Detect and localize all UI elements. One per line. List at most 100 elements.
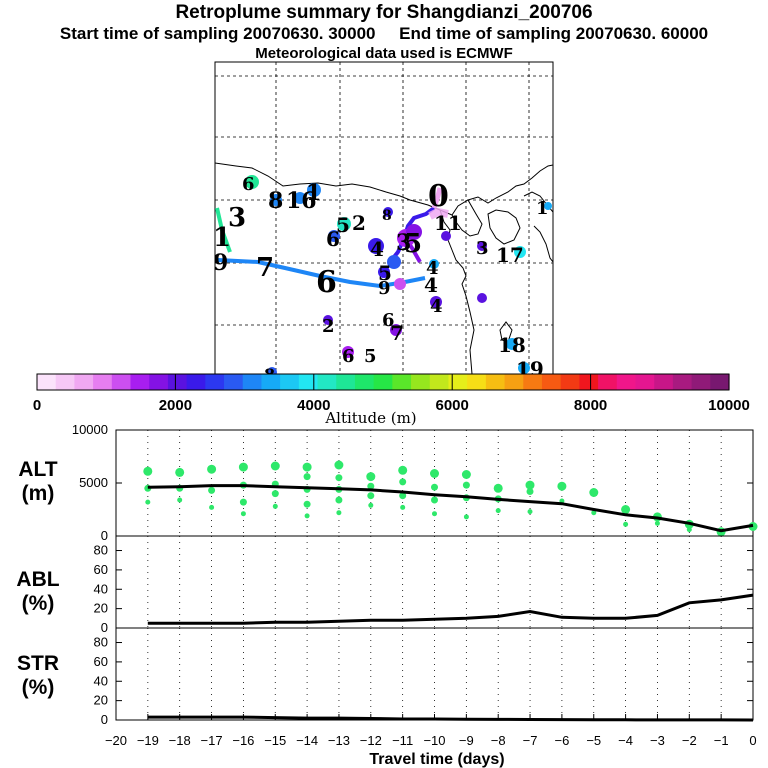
str-ytick-label: 80 [94,635,108,650]
cluster-marker [387,255,401,269]
str-yticks: 0 20 40 60 80 [94,635,753,727]
x-tick-label: −20 [105,733,127,748]
cluster-marker [245,175,259,189]
colorbar-cell [635,374,655,390]
alt-panel: ALT (m) 0 5000 10000 [18,422,758,543]
trajectory-day-label: 3 [476,238,489,259]
trajectory-day-label: 8 [268,188,283,214]
trajectory-day-label: 7 [256,253,274,283]
str-plot-frame [115,627,754,721]
cluster-marker [406,224,422,240]
trajectory-day-label: 4 [424,273,438,297]
trajectory-day-label: 19 [516,357,544,381]
str-line [147,715,754,722]
cluster-marker [441,231,451,241]
alt-scatter-point [304,513,310,519]
colorbar-cell [167,374,188,390]
colorbar-cell [429,374,450,390]
map-frame [214,61,554,375]
str-ytick-label: 0 [101,712,108,727]
alt-scatter-point [336,510,342,516]
x-tick-label: −19 [137,733,159,748]
trajectory-day-label: 18 [498,333,526,357]
x-tick-label: 0 [749,733,756,748]
cluster-marker [506,338,518,350]
str-ytick-label: 60 [94,654,108,669]
trajectory-segment-late [388,206,436,264]
colorbar-cell [93,374,113,390]
colorbar-cell [485,374,506,390]
alt-scatter-point [495,508,501,514]
alt-scatter-point [399,478,407,486]
colorbar-cell [55,374,75,390]
chart-title: Retroplume summary for Shangdianzi_20070… [175,2,593,23]
cluster-marker [267,367,277,374]
colorbar-cell [261,374,281,390]
colorbar-cell [186,374,206,390]
colorbar-cell [672,374,693,390]
trajectory-day-label: 11 [434,211,462,235]
x-tick-label: −10 [423,733,445,748]
alt-scatter-point [208,486,216,494]
colorbar-tick-label: 8000 [574,397,607,414]
abl-panel: ABL (%) 0 20 40 60 80 [16,535,754,635]
colorbar-cell [448,374,468,390]
cluster-marker [394,278,406,290]
alt-scatter-point [271,490,279,498]
trajectory-segment-final [431,187,443,209]
trajectory-day-label: 1 [213,223,231,253]
colorbar-cell [354,374,375,390]
cluster-marker [429,259,439,269]
cluster-marker [430,296,442,308]
alt-scatter-point [686,527,692,533]
alt-scatter-point [303,473,311,481]
colorbar-cell [74,374,94,390]
map-panel: 681613526801119176435317445942676518198 [213,61,554,381]
cluster-marker [294,192,306,204]
colorbar-tick-label: 6000 [436,397,469,414]
trajectory-day-label: 9 [378,278,391,299]
trajectory-clusters [245,175,552,374]
str-label: STR [17,652,59,675]
abl-ytick-label: 20 [94,601,108,616]
x-tick-label: −18 [169,733,191,748]
cluster-marker [514,246,526,258]
trajectory-day-label: 4 [430,296,443,317]
str-unit: (%) [22,676,55,699]
colorbar-tick-label: 0 [33,397,41,414]
colorbar-cell [392,374,412,390]
trajectory-day-label: 0 [428,179,449,214]
abl-plot-frame [115,535,754,629]
trajectory-day-label: 5 [404,229,422,259]
trajectory-segment-receptor [428,207,449,220]
abl-line [147,593,754,625]
trajectory-day-label: 6 [326,227,340,251]
alt-scatter-point [145,499,151,505]
alt-scatter-point [525,480,535,490]
colorbar-cell [710,374,730,390]
colorbar-label: Altitude (m) [324,409,416,427]
colorbar-cell [130,374,150,390]
colorbar-cell [224,374,244,390]
alt-scatter-point [463,514,469,520]
alt-scatter-point [367,482,375,490]
trajectory-day-label: 2 [322,316,335,337]
colorbar-cell [317,374,337,390]
colorbar-cell [37,374,57,390]
colorbar-cell [467,374,487,390]
alt-yticks: 0 5000 10000 [72,422,753,543]
alt-scatter-point [430,469,439,478]
colorbar-cell [149,374,169,390]
met-data-label: Meteorological data used is ECMWF [255,45,513,62]
colorbar-cell [111,374,132,390]
trajectory-day-label: 9 [213,250,228,276]
cluster-marker [337,217,351,231]
alt-scatter [143,460,758,537]
start-time-label: Start time of sampling 20070630. 30000 [59,24,376,43]
x-tick-label: −14 [296,733,318,748]
colorbar-cell [373,374,393,390]
cluster-marker [518,362,530,374]
colorbar-cells [37,374,730,390]
trajectory-day-label: 7 [390,321,404,345]
x-tick-label: −17 [201,733,223,748]
